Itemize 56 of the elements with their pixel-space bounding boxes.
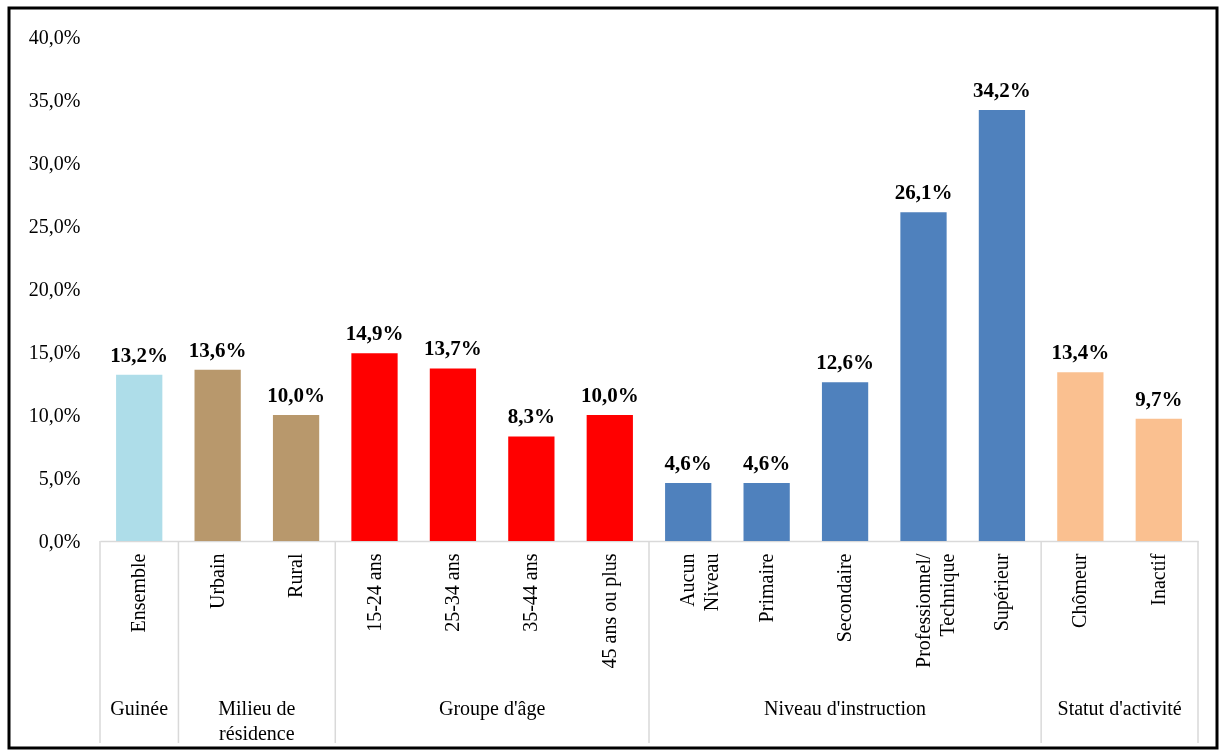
bar <box>665 483 712 541</box>
data-label: 10,0% <box>267 383 325 407</box>
bar <box>429 368 477 541</box>
data-label: 34,2% <box>973 78 1031 103</box>
y-tick-label: 10,0% <box>28 403 81 426</box>
data-label: 4,6% <box>664 451 712 476</box>
y-tick-label: 40,0% <box>28 25 81 48</box>
x-tick-label: Supérieur <box>989 553 1013 632</box>
y-tick-label: 5,0% <box>38 466 81 489</box>
data-label: 13,2% <box>110 342 169 367</box>
data-label: 13,4% <box>1051 340 1110 365</box>
bar <box>272 415 320 541</box>
text: Milieu de résidence <box>218 697 296 744</box>
bar <box>821 382 869 541</box>
data-label: 13,7% <box>424 336 482 361</box>
x-tick-label: Primaire <box>754 553 777 623</box>
data-label: 10,0% <box>580 383 639 407</box>
data-label: 12,6% <box>816 350 874 375</box>
x-tick-label: Ensemble <box>127 553 150 633</box>
x-tick-label: 15-24 ans <box>362 553 385 632</box>
y-tick-label: 15,0% <box>28 340 81 363</box>
bar <box>508 436 555 541</box>
text: Statut d'activité <box>1057 697 1182 719</box>
x-tick-label: Chômeur <box>1068 553 1091 628</box>
bar <box>743 483 790 541</box>
x-tick-label: Urbain <box>205 553 228 610</box>
data-label: 26,1% <box>894 180 953 205</box>
bar <box>194 369 241 541</box>
x-tick-label: Inactif <box>1146 553 1169 606</box>
y-tick-label: 20,0% <box>28 277 81 300</box>
bar <box>1057 372 1104 541</box>
x-tick-label: Secondaire <box>833 553 856 643</box>
bar <box>586 415 633 541</box>
bar <box>978 110 1026 541</box>
y-tick-label: 25,0% <box>28 214 81 237</box>
x-tick-label: Rural <box>284 553 307 598</box>
data-label: 14,9% <box>345 321 404 346</box>
x-tick-label: Aucun Niveau <box>676 553 723 612</box>
bar <box>900 212 947 541</box>
bar <box>1135 418 1182 541</box>
x-tick-label: 25-34 ans <box>440 553 463 632</box>
y-tick-label: 35,0% <box>28 88 81 111</box>
bar <box>351 353 398 541</box>
text: Groupe d'âge <box>438 697 546 720</box>
y-tick-label: 0,0% <box>38 529 81 552</box>
bar <box>116 374 163 541</box>
data-label: 8,3% <box>507 404 555 429</box>
y-tick-label: 30,0% <box>28 151 81 174</box>
x-tick-label: Professionnel/ Technique <box>911 553 959 668</box>
text: Guinée <box>110 697 169 719</box>
text: Niveau d'instruction <box>764 697 927 719</box>
x-tick-label: 35-44 ans <box>519 553 542 632</box>
data-label: 13,6% <box>188 337 247 362</box>
data-label: 9,7% <box>1135 386 1183 411</box>
data-label: 4,6% <box>743 451 791 476</box>
x-tick-label: 45 ans ou plus <box>597 553 621 669</box>
